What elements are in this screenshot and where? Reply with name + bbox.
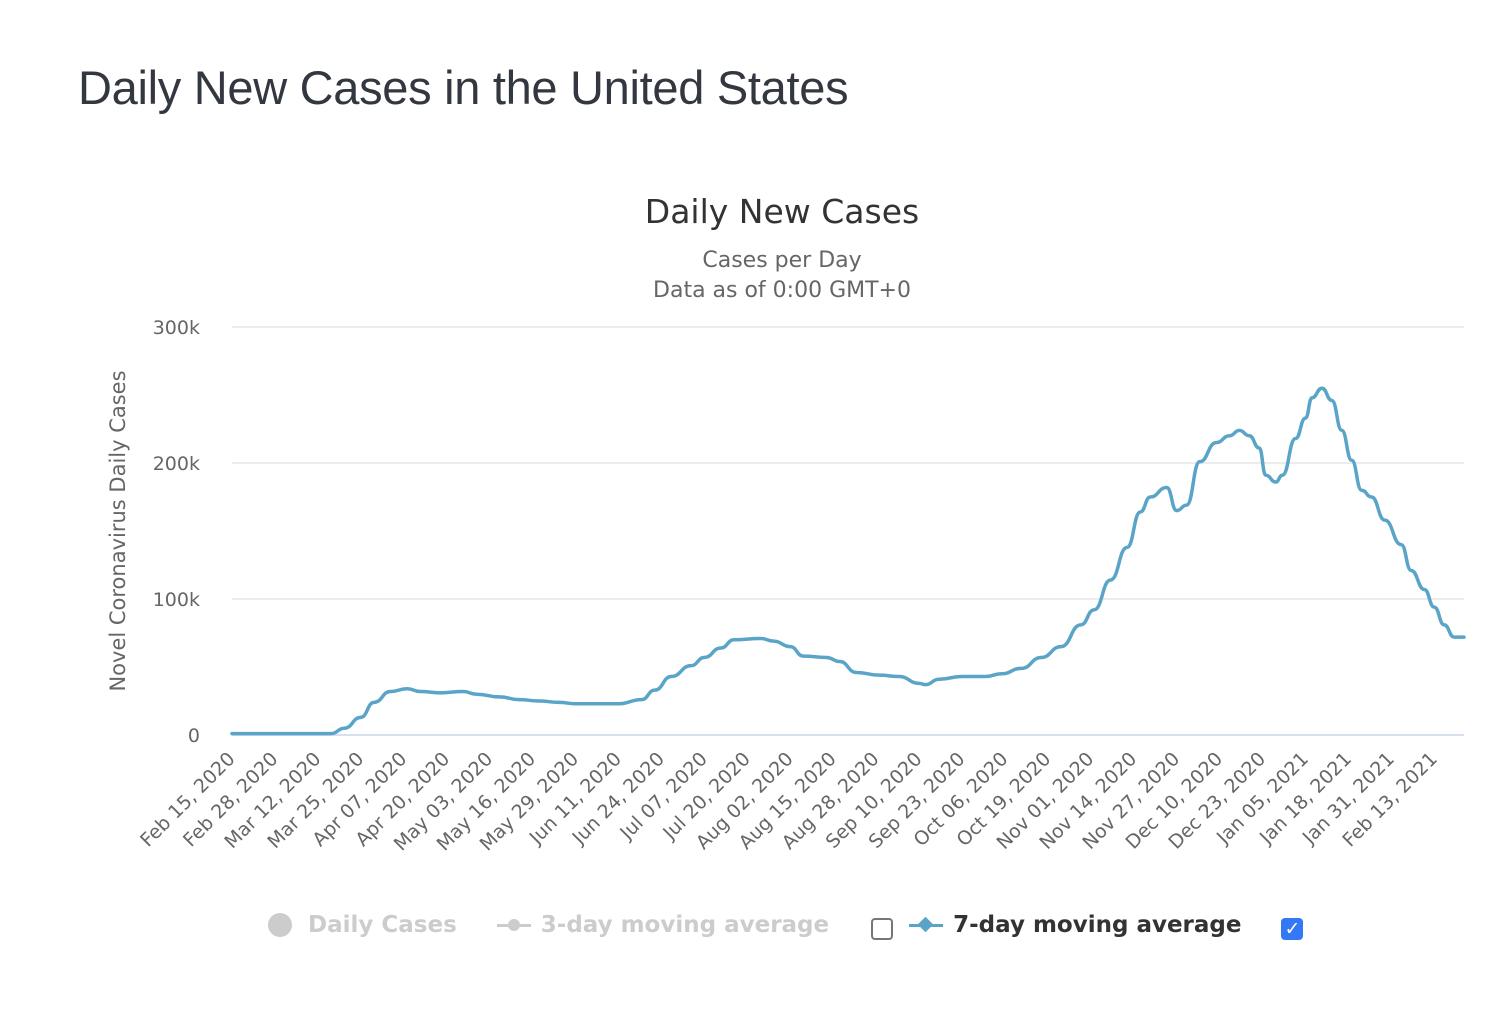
line-circle-marker-icon (496, 918, 531, 931)
y-tick-label: 0 (188, 725, 200, 747)
y-axis-ticks: 0 100k 200k 300k (153, 317, 200, 747)
legend-label-daily-cases: Daily Cases (308, 912, 457, 938)
circle-marker-icon (268, 913, 292, 937)
legend-item-daily-cases[interactable]: Daily Cases (268, 912, 457, 938)
legend-label-3day-average: 3-day moving average (540, 912, 830, 938)
line-diamond-marker-icon (909, 916, 944, 932)
chart-subtitle-line-2: Data as of 0:00 GMT+0 (653, 278, 911, 303)
chart-title: Daily New Cases (645, 192, 919, 231)
y-axis-title: Novel Coronavirus Daily Cases (106, 370, 130, 691)
legend-item-3day-average[interactable]: 3-day moving average (496, 912, 830, 938)
y-tick-label: 100k (153, 589, 200, 611)
chart-legend: Daily Cases 3-day moving average 7-day m… (268, 905, 1304, 945)
checkbox-3day-average[interactable] (871, 918, 894, 940)
legend-label-7day-average: 7-day moving average (953, 912, 1242, 938)
chart-subtitle-line-1: Cases per Day (702, 248, 861, 273)
gridlines (232, 326, 1464, 736)
y-tick-label: 300k (153, 317, 200, 339)
series-layer (230, 386, 1466, 736)
checkbox-7day-average[interactable]: ✓ (1281, 918, 1304, 940)
checkmark-icon: ✓ (1284, 918, 1301, 940)
legend-item-7day-average[interactable]: 7-day moving average (909, 912, 1241, 938)
y-tick-label: 200k (153, 453, 200, 475)
page-title: Daily New Cases in the United States (78, 61, 849, 114)
series-line-7day-moving-average[interactable] (230, 386, 1466, 736)
daily-new-cases-chart: Daily New Cases Cases per Day Data as of… (106, 192, 1466, 855)
